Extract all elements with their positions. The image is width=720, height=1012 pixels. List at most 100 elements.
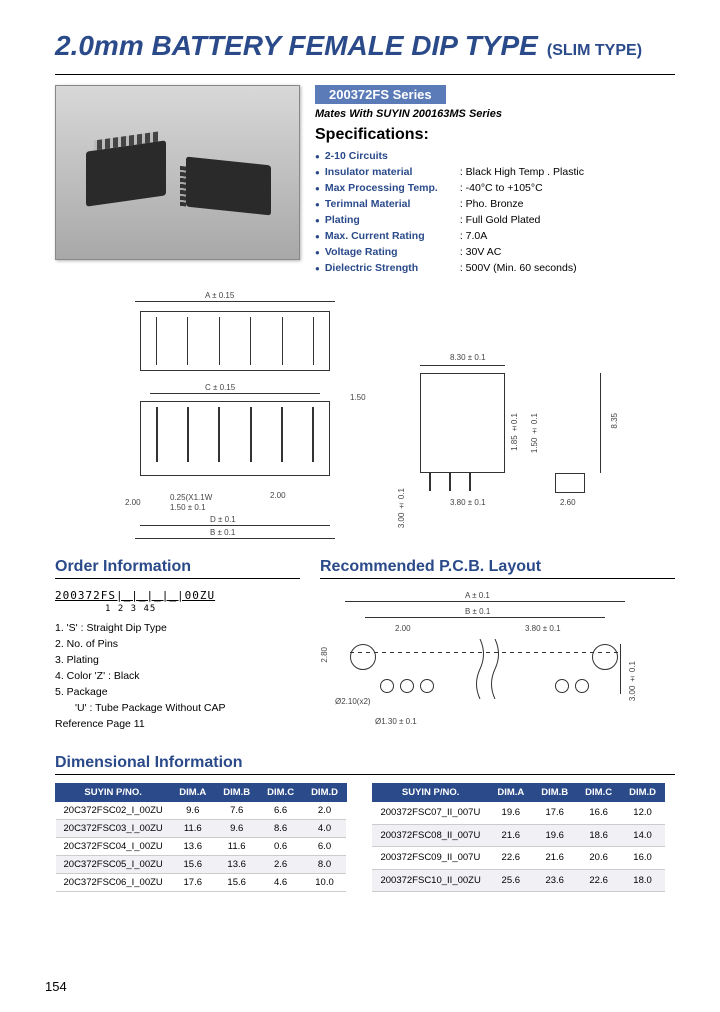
- table-cell: 19.6: [533, 824, 577, 847]
- main-diagram: A ± 0.15 C ± 0.15 2.00 0.25(X1.1W 1.50 ±…: [55, 293, 675, 548]
- divider: [55, 74, 675, 75]
- spec-column: 200372FS Series Mates With SUYIN 200163M…: [315, 85, 675, 278]
- table-row: 200372FSC08_II_007U21.619.618.614.0: [372, 824, 664, 847]
- part-numbers: 1 2 3 45: [55, 604, 300, 614]
- table-row: 20C372FSC05_I_00ZU15.613.62.68.0: [56, 856, 347, 874]
- table-cell: 4.0: [303, 820, 347, 838]
- title-section: 2.0mm BATTERY FEMALE DIP TYPE (SLIM TYPE…: [55, 30, 675, 62]
- table-cell: 19.6: [489, 802, 533, 825]
- order-ref: Reference Page 11: [55, 718, 300, 730]
- table-cell: 17.6: [171, 874, 215, 892]
- table-cell: 13.6: [215, 856, 259, 874]
- table-row: 20C372FSC06_I_00ZU17.615.64.610.0: [56, 874, 347, 892]
- order-item: 5. Package: [55, 686, 300, 698]
- table-row: 20C372FSC04_I_00ZU13.611.60.66.0: [56, 838, 347, 856]
- table-row: 200372FSC07_II_007U19.617.616.612.0: [372, 802, 664, 825]
- th: DIM.D: [303, 784, 347, 802]
- table-row: 200372FSC09_II_007U22.621.620.616.0: [372, 847, 664, 870]
- th: SUYIN P/NO.: [56, 784, 171, 802]
- spec-value: : 500V (Min. 60 seconds): [460, 262, 577, 274]
- spec-value: : Pho. Bronze: [460, 198, 524, 210]
- order-item: 2. No. of Pins: [55, 638, 300, 650]
- th: DIM.A: [489, 784, 533, 802]
- table-cell: 18.0: [621, 869, 665, 892]
- table-cell: 10.0: [303, 874, 347, 892]
- table-row: 20C372FSC02_I_00ZU9.67.66.62.0: [56, 802, 347, 820]
- product-photo: [55, 85, 300, 260]
- table-cell: 16.6: [577, 802, 621, 825]
- spec-label: Terimnal Material: [325, 198, 460, 210]
- table-cell: 21.6: [533, 847, 577, 870]
- table-cell: 23.6: [533, 869, 577, 892]
- th: DIM.D: [621, 784, 665, 802]
- order-list: 1. 'S' : Straight Dip Type 2. No. of Pin…: [55, 622, 300, 698]
- table-cell: 20C372FSC02_I_00ZU: [56, 802, 171, 820]
- page-number: 154: [45, 979, 67, 994]
- th: DIM.B: [215, 784, 259, 802]
- order-sub: 'U' : Tube Package Without CAP: [55, 702, 300, 714]
- order-item: 4. Color 'Z' : Black: [55, 670, 300, 682]
- table-cell: 18.6: [577, 824, 621, 847]
- table-cell: 17.6: [533, 802, 577, 825]
- spec-label: Plating: [325, 214, 460, 226]
- th: DIM.C: [259, 784, 303, 802]
- series-badge: 200372FS Series: [315, 85, 446, 104]
- table-cell: 12.0: [621, 802, 665, 825]
- table-cell: 200372FSC09_II_007U: [372, 847, 488, 870]
- table-cell: 9.6: [215, 820, 259, 838]
- th: SUYIN P/NO.: [372, 784, 488, 802]
- table-cell: 6.0: [303, 838, 347, 856]
- spec-label: Voltage Rating: [325, 246, 460, 258]
- table-cell: 2.0: [303, 802, 347, 820]
- table-row: 200372FSC10_II_00ZU25.623.622.618.0: [372, 869, 664, 892]
- spec-value: : Full Gold Plated: [460, 214, 541, 226]
- dim-table-2: SUYIN P/NO. DIM.A DIM.B DIM.C DIM.D 2003…: [372, 783, 665, 892]
- table-cell: 20.6: [577, 847, 621, 870]
- pcb-layout: Recommended P.C.B. Layout A ± 0.1 B ± 0.…: [320, 558, 675, 744]
- table-cell: 8.6: [259, 820, 303, 838]
- table-cell: 15.6: [171, 856, 215, 874]
- table-cell: 20C372FSC04_I_00ZU: [56, 838, 171, 856]
- pcb-heading: Recommended P.C.B. Layout: [320, 558, 675, 579]
- spec-value: : Black High Temp . Plastic: [460, 166, 584, 178]
- spec-label: Insulator material: [325, 166, 460, 178]
- table-cell: 22.6: [577, 869, 621, 892]
- table-cell: 25.6: [489, 869, 533, 892]
- table-cell: 6.6: [259, 802, 303, 820]
- table-cell: 8.0: [303, 856, 347, 874]
- order-item: 3. Plating: [55, 654, 300, 666]
- tables-row: SUYIN P/NO. DIM.A DIM.B DIM.C DIM.D 20C3…: [55, 783, 675, 892]
- table-cell: 21.6: [489, 824, 533, 847]
- spec-circuits: 2-10 Circuits: [325, 150, 388, 162]
- table-cell: 11.6: [215, 838, 259, 856]
- spec-value: : 7.0A: [460, 230, 487, 242]
- th: DIM.C: [577, 784, 621, 802]
- order-heading: Order Information: [55, 558, 300, 579]
- mates-text: Mates With SUYIN 200163MS Series: [315, 108, 675, 120]
- spec-value: : 30V AC: [460, 246, 501, 258]
- table-cell: 4.6: [259, 874, 303, 892]
- table-cell: 20C372FSC05_I_00ZU: [56, 856, 171, 874]
- sub-title: (SLIM TYPE): [547, 42, 642, 59]
- table-cell: 13.6: [171, 838, 215, 856]
- main-title: 2.0mm BATTERY FEMALE DIP TYPE: [55, 30, 538, 61]
- table-cell: 20C372FSC03_I_00ZU: [56, 820, 171, 838]
- table-cell: 20C372FSC06_I_00ZU: [56, 874, 171, 892]
- table-cell: 2.6: [259, 856, 303, 874]
- table-cell: 200372FSC07_II_007U: [372, 802, 488, 825]
- table-cell: 11.6: [171, 820, 215, 838]
- pcb-diagram: A ± 0.1 B ± 0.1 2.00 3.80 ± 0.1 2.80 Ø2.…: [320, 589, 675, 744]
- table-cell: 16.0: [621, 847, 665, 870]
- dim-table-1: SUYIN P/NO. DIM.A DIM.B DIM.C DIM.D 20C3…: [55, 783, 347, 892]
- order-item: 1. 'S' : Straight Dip Type: [55, 622, 300, 634]
- spec-label: Max Processing Temp.: [325, 182, 460, 194]
- table-cell: 7.6: [215, 802, 259, 820]
- spec-heading: Specifications:: [315, 126, 675, 144]
- order-info: Order Information 200372FS|_|_|_|_|00ZU …: [55, 558, 300, 744]
- spec-value: : -40°C to +105°C: [460, 182, 543, 194]
- table-cell: 15.6: [215, 874, 259, 892]
- table-cell: 9.6: [171, 802, 215, 820]
- spec-label: Max. Current Rating: [325, 230, 460, 242]
- dim-heading: Dimensional Information: [55, 754, 675, 775]
- spec-label: Dielectric Strength: [325, 262, 460, 274]
